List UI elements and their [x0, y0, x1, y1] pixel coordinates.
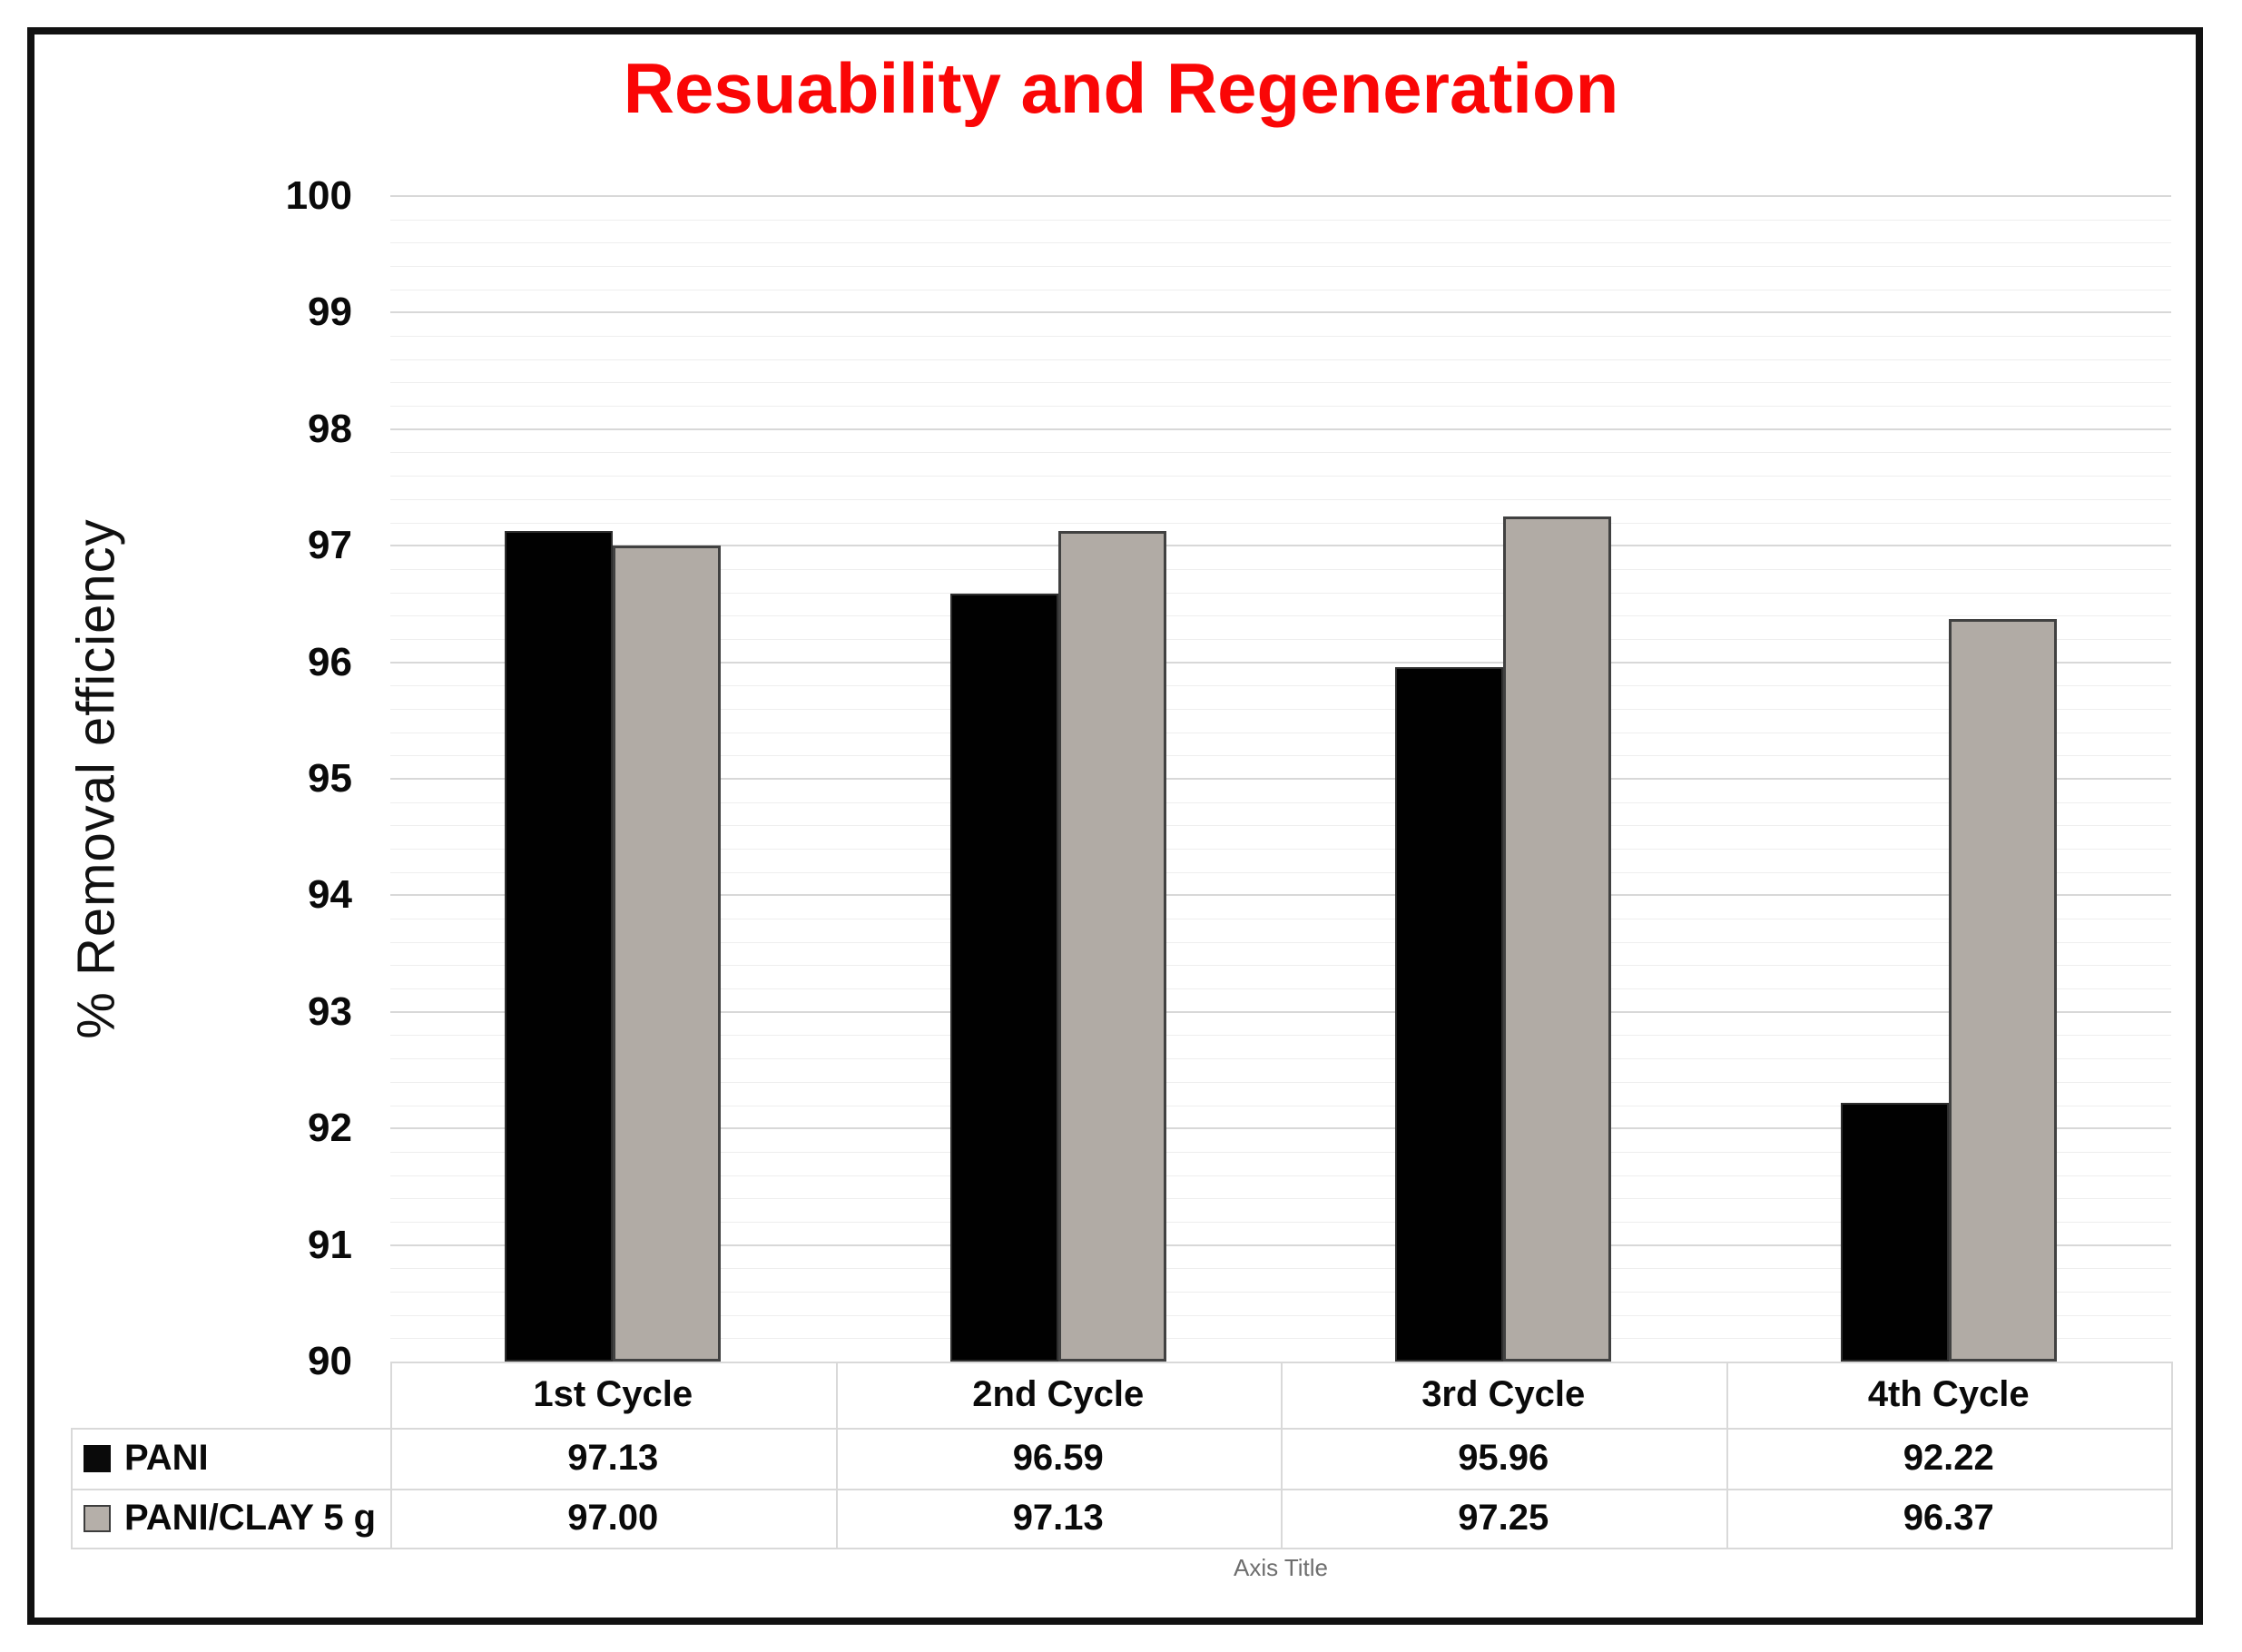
minor-gridline: [390, 965, 2171, 967]
major-gridline: [390, 778, 2171, 780]
minor-gridline: [390, 1035, 2171, 1037]
table-header-2: 2nd Cycle: [972, 1374, 1145, 1414]
major-gridline: [390, 894, 2171, 897]
minor-gridline: [390, 359, 2171, 360]
y-tick-label: 92: [308, 1106, 352, 1151]
legend-label-pani: PANI: [124, 1438, 209, 1478]
minor-gridline: [390, 592, 2171, 594]
minor-gridline: [390, 755, 2171, 757]
y-tick-label: 98: [308, 406, 352, 451]
major-gridline: [390, 311, 2171, 314]
y-axis-title: % Removal efficiency: [66, 518, 126, 1039]
table-value: 96.37: [1903, 1498, 1994, 1538]
y-tick-label: 99: [308, 290, 352, 335]
y-tick-label: 91: [308, 1222, 352, 1267]
table-vertical-border: [71, 1428, 73, 1549]
chart-title: Resuability and Regeneration: [623, 48, 1619, 128]
minor-gridline: [390, 1198, 2171, 1200]
table-vertical-border: [835, 1362, 838, 1549]
minor-gridline: [390, 1175, 2171, 1176]
bar-pani-clay-5-g-4: [1948, 619, 2057, 1362]
bar-pani-clay-5-g-3: [1503, 516, 1611, 1362]
y-tick-label: 94: [308, 872, 352, 918]
minor-gridline: [390, 568, 2171, 570]
major-gridline: [390, 1127, 2171, 1130]
bar-pani-2: [949, 593, 1058, 1362]
table-header-1: 1st Cycle: [533, 1374, 693, 1414]
minor-gridline: [390, 382, 2171, 384]
table-header-3: 3rd Cycle: [1421, 1374, 1586, 1414]
table-value: 97.13: [567, 1438, 659, 1478]
minor-gridline: [390, 941, 2171, 943]
y-tick-label: 100: [285, 173, 352, 218]
major-gridline: [390, 1010, 2171, 1013]
x-axis-caption: Axis Title: [1233, 1554, 1329, 1581]
major-gridline: [390, 545, 2171, 547]
y-tick-label: 96: [308, 639, 352, 684]
table-horizontal-border: [71, 1548, 2171, 1549]
plot-area: [390, 195, 2171, 1362]
minor-gridline: [390, 1151, 2171, 1153]
minor-gridline: [390, 266, 2171, 268]
minor-gridline: [390, 476, 2171, 477]
minor-gridline: [390, 1268, 2171, 1270]
minor-gridline: [390, 452, 2171, 454]
minor-gridline: [390, 242, 2171, 244]
major-gridline: [390, 195, 2171, 197]
bar-pani-4: [1840, 1102, 1949, 1362]
table-vertical-border: [2171, 1362, 2173, 1549]
table-value: 97.25: [1458, 1498, 1549, 1538]
minor-gridline: [390, 1338, 2171, 1340]
table-horizontal-border: [71, 1489, 2171, 1490]
minor-gridline: [390, 825, 2171, 827]
table-value: 96.59: [1012, 1438, 1104, 1478]
y-tick-label: 90: [308, 1339, 352, 1383]
minor-gridline: [390, 685, 2171, 687]
y-tick-label: 95: [308, 756, 352, 801]
minor-gridline: [390, 1291, 2171, 1293]
table-horizontal-border: [71, 1428, 2171, 1430]
minor-gridline: [390, 638, 2171, 640]
table-value: 92.22: [1903, 1438, 1994, 1478]
minor-gridline: [390, 849, 2171, 851]
major-gridline: [390, 428, 2171, 430]
minor-gridline: [390, 1081, 2171, 1083]
minor-gridline: [390, 219, 2171, 221]
legend-key-pani-clay-5-g: [84, 1504, 111, 1532]
bar-pani-1: [505, 530, 613, 1362]
table-value: 97.13: [1012, 1498, 1104, 1538]
major-gridline: [390, 661, 2171, 664]
minor-gridline: [390, 871, 2171, 873]
minor-gridline: [390, 406, 2171, 408]
minor-gridline: [390, 708, 2171, 710]
bar-pani-3: [1395, 666, 1503, 1362]
table-vertical-border: [1281, 1362, 1283, 1549]
minor-gridline: [390, 615, 2171, 617]
minor-gridline: [390, 498, 2171, 500]
table-value: 97.00: [567, 1498, 659, 1538]
minor-gridline: [390, 1058, 2171, 1060]
legend-label-pani-clay-5-g: PANI/CLAY 5 g: [124, 1498, 377, 1538]
bar-pani-clay-5-g-1: [613, 546, 721, 1362]
minor-gridline: [390, 522, 2171, 524]
minor-gridline: [390, 801, 2171, 803]
y-tick-label: 97: [308, 523, 352, 568]
bar-pani-clay-5-g-2: [1057, 530, 1166, 1362]
minor-gridline: [390, 336, 2171, 338]
minor-gridline: [390, 988, 2171, 990]
y-tick-label: 93: [308, 988, 352, 1034]
minor-gridline: [390, 1221, 2171, 1223]
table-value: 95.96: [1458, 1438, 1549, 1478]
table-vertical-border: [1726, 1362, 1728, 1549]
major-gridline: [390, 1244, 2171, 1246]
table-vertical-border: [390, 1362, 392, 1549]
minor-gridline: [390, 1314, 2171, 1316]
legend-key-pani: [84, 1444, 111, 1472]
table-header-4: 4th Cycle: [1867, 1374, 2030, 1414]
